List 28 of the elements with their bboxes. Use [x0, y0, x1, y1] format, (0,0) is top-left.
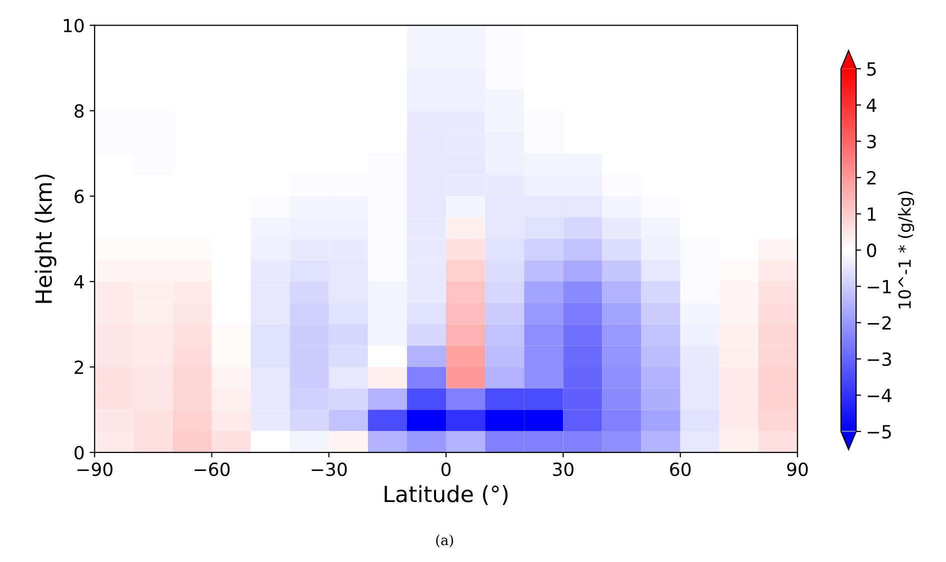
color-bar-label: −1 [868, 280, 891, 294]
x-tick-label: −90 [77, 462, 112, 476]
x-tick-label: 30 [553, 462, 574, 476]
y-tick-label: 4 [74, 275, 84, 288]
x-tick-label: 0 [441, 462, 451, 476]
text: (a) [436, 534, 454, 548]
x-axis-title: Latitude (°) [384, 485, 508, 505]
x-tick-label: −30 [312, 462, 347, 476]
color-bar-label: −4 [868, 388, 892, 402]
color-bar-label: 5 [867, 62, 876, 76]
x-tick-label: 90 [787, 462, 808, 476]
x-tick-label: 60 [670, 462, 691, 476]
color-bar-label: 4 [866, 98, 876, 112]
color-bar-title: 10^-1 * (g/kg) [898, 191, 914, 308]
x-tick-label: −60 [194, 462, 230, 476]
y-tick-label: 2 [74, 360, 84, 374]
color-bar-label: 1 [868, 208, 876, 221]
y-tick-label: 10 [64, 18, 84, 32]
color-bar-label: 0 [867, 244, 876, 258]
color-bar-label: −3 [868, 352, 892, 366]
y-tick-label: 8 [74, 104, 84, 118]
color-bar-label: 2 [867, 171, 876, 184]
y-axis-title: Height (km) [34, 174, 56, 303]
color-bar-label: 3 [867, 134, 876, 148]
color-bar-label: −2 [868, 316, 891, 330]
y-tick-label: 6 [74, 190, 84, 204]
color-bar-label: −5 [868, 425, 891, 439]
y-tick-label: 0 [74, 446, 84, 460]
